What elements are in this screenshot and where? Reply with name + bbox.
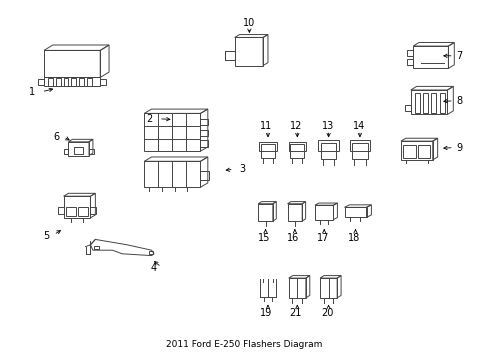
Bar [44, 77, 100, 86]
Bar [200, 171, 209, 180]
Bar [344, 207, 366, 217]
Bar [290, 144, 304, 158]
Bar [404, 105, 410, 111]
Text: 12: 12 [289, 121, 302, 131]
Text: 8: 8 [456, 96, 462, 106]
Bar [314, 205, 333, 220]
Bar [349, 140, 369, 151]
Bar [200, 140, 207, 147]
Bar [422, 93, 427, 113]
Bar [403, 145, 415, 158]
Bar [410, 90, 447, 114]
Bar [79, 78, 84, 86]
Text: 13: 13 [321, 121, 333, 131]
Bar [56, 78, 61, 86]
Text: 14: 14 [352, 121, 365, 131]
Bar [78, 207, 88, 216]
Bar [234, 37, 263, 66]
Bar [100, 79, 106, 85]
Bar [318, 140, 338, 151]
Bar [71, 78, 76, 86]
Bar [439, 93, 444, 113]
Text: 3: 3 [239, 164, 244, 174]
Text: 10: 10 [243, 18, 255, 28]
Text: 21: 21 [289, 308, 302, 318]
Bar [66, 207, 76, 216]
Bar [74, 147, 83, 154]
Text: 15: 15 [257, 233, 270, 243]
Text: 4: 4 [151, 263, 157, 273]
Bar [63, 196, 90, 218]
Bar [200, 130, 207, 136]
Bar [400, 141, 432, 160]
Bar [48, 78, 53, 86]
Bar [144, 161, 200, 187]
Text: 19: 19 [260, 308, 272, 318]
Text: 6: 6 [53, 132, 59, 142]
Bar [417, 145, 429, 158]
Bar [288, 278, 305, 298]
Text: 2011 Ford E-250 Flashers Diagram: 2011 Ford E-250 Flashers Diagram [166, 340, 322, 349]
Bar [412, 46, 447, 68]
Text: 7: 7 [456, 51, 462, 61]
Text: 17: 17 [316, 233, 328, 243]
Bar [320, 278, 337, 298]
Bar [38, 79, 44, 85]
Text: 9: 9 [456, 143, 462, 153]
Bar [430, 93, 435, 113]
Bar [288, 142, 305, 151]
Bar [63, 78, 68, 86]
Bar [89, 149, 94, 154]
Text: 1: 1 [29, 87, 35, 97]
Bar [287, 204, 302, 221]
Bar [44, 50, 100, 77]
Bar [320, 143, 336, 159]
Text: 11: 11 [260, 121, 272, 131]
Text: 16: 16 [286, 233, 299, 243]
Bar [94, 246, 99, 249]
Bar [149, 251, 153, 254]
Bar [224, 51, 234, 60]
Bar [58, 207, 63, 214]
Bar [258, 204, 272, 221]
Bar [68, 142, 89, 156]
Bar [144, 113, 200, 151]
Bar [87, 78, 92, 86]
Text: 20: 20 [321, 308, 333, 318]
Bar [351, 143, 367, 159]
Bar [90, 207, 96, 214]
Text: 2: 2 [146, 114, 152, 124]
Bar [407, 50, 412, 56]
Bar [259, 142, 276, 151]
Bar [407, 59, 412, 65]
Text: 5: 5 [43, 231, 49, 241]
Bar [63, 149, 68, 154]
Bar [200, 119, 207, 125]
Bar [261, 144, 274, 158]
Text: 18: 18 [347, 233, 360, 243]
Bar [414, 93, 419, 113]
